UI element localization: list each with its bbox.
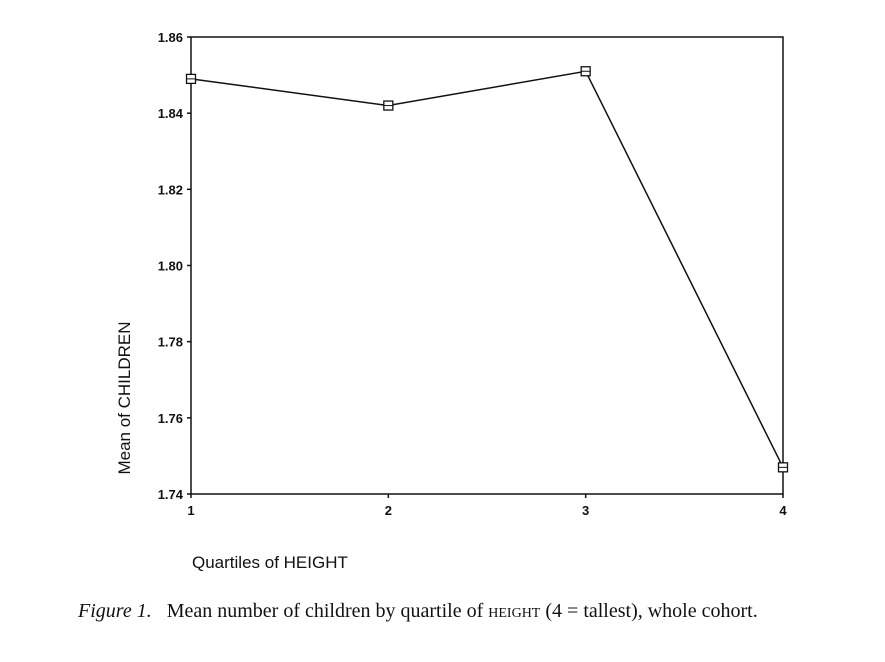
caption-variable: height	[488, 600, 541, 622]
y-axis: 1.74 1.76 1.78 1.80 1.82 1.84 1.86	[158, 30, 191, 502]
x-tick-label: 4	[779, 503, 787, 518]
x-tick-label: 3	[582, 503, 589, 518]
line-chart: 1.74 1.76 1.78 1.80 1.82 1.84 1.86 1 2 3 4 Quarti…	[115, 30, 789, 572]
figure-caption: Figure 1. Mean number of children by qua…	[78, 598, 885, 624]
caption-text-after: (4 = tallest), whole cohort.	[545, 600, 758, 622]
y-tick-label: 1.84	[158, 106, 184, 121]
y-axis-title: Mean of CHILDREN	[115, 321, 134, 474]
y-tick-label: 1.74	[158, 487, 184, 502]
x-axis-title: Quartiles of HEIGHT	[192, 553, 348, 572]
y-tick-label: 1.82	[158, 182, 183, 197]
x-tick-label: 2	[385, 503, 392, 518]
data-markers	[185, 66, 789, 473]
series-line	[190, 70, 784, 468]
x-tick-label: 1	[187, 503, 194, 518]
y-tick-label: 1.76	[158, 411, 183, 426]
caption-label: Figure 1.	[78, 600, 152, 622]
y-tick-label: 1.80	[158, 259, 183, 274]
y-tick-label: 1.78	[158, 335, 183, 350]
y-tick-label: 1.86	[158, 30, 183, 45]
x-axis: 1 2 3 4	[187, 494, 787, 518]
caption-text-before: Mean number of children by quartile of	[166, 600, 484, 622]
plot-frame	[190, 36, 784, 495]
